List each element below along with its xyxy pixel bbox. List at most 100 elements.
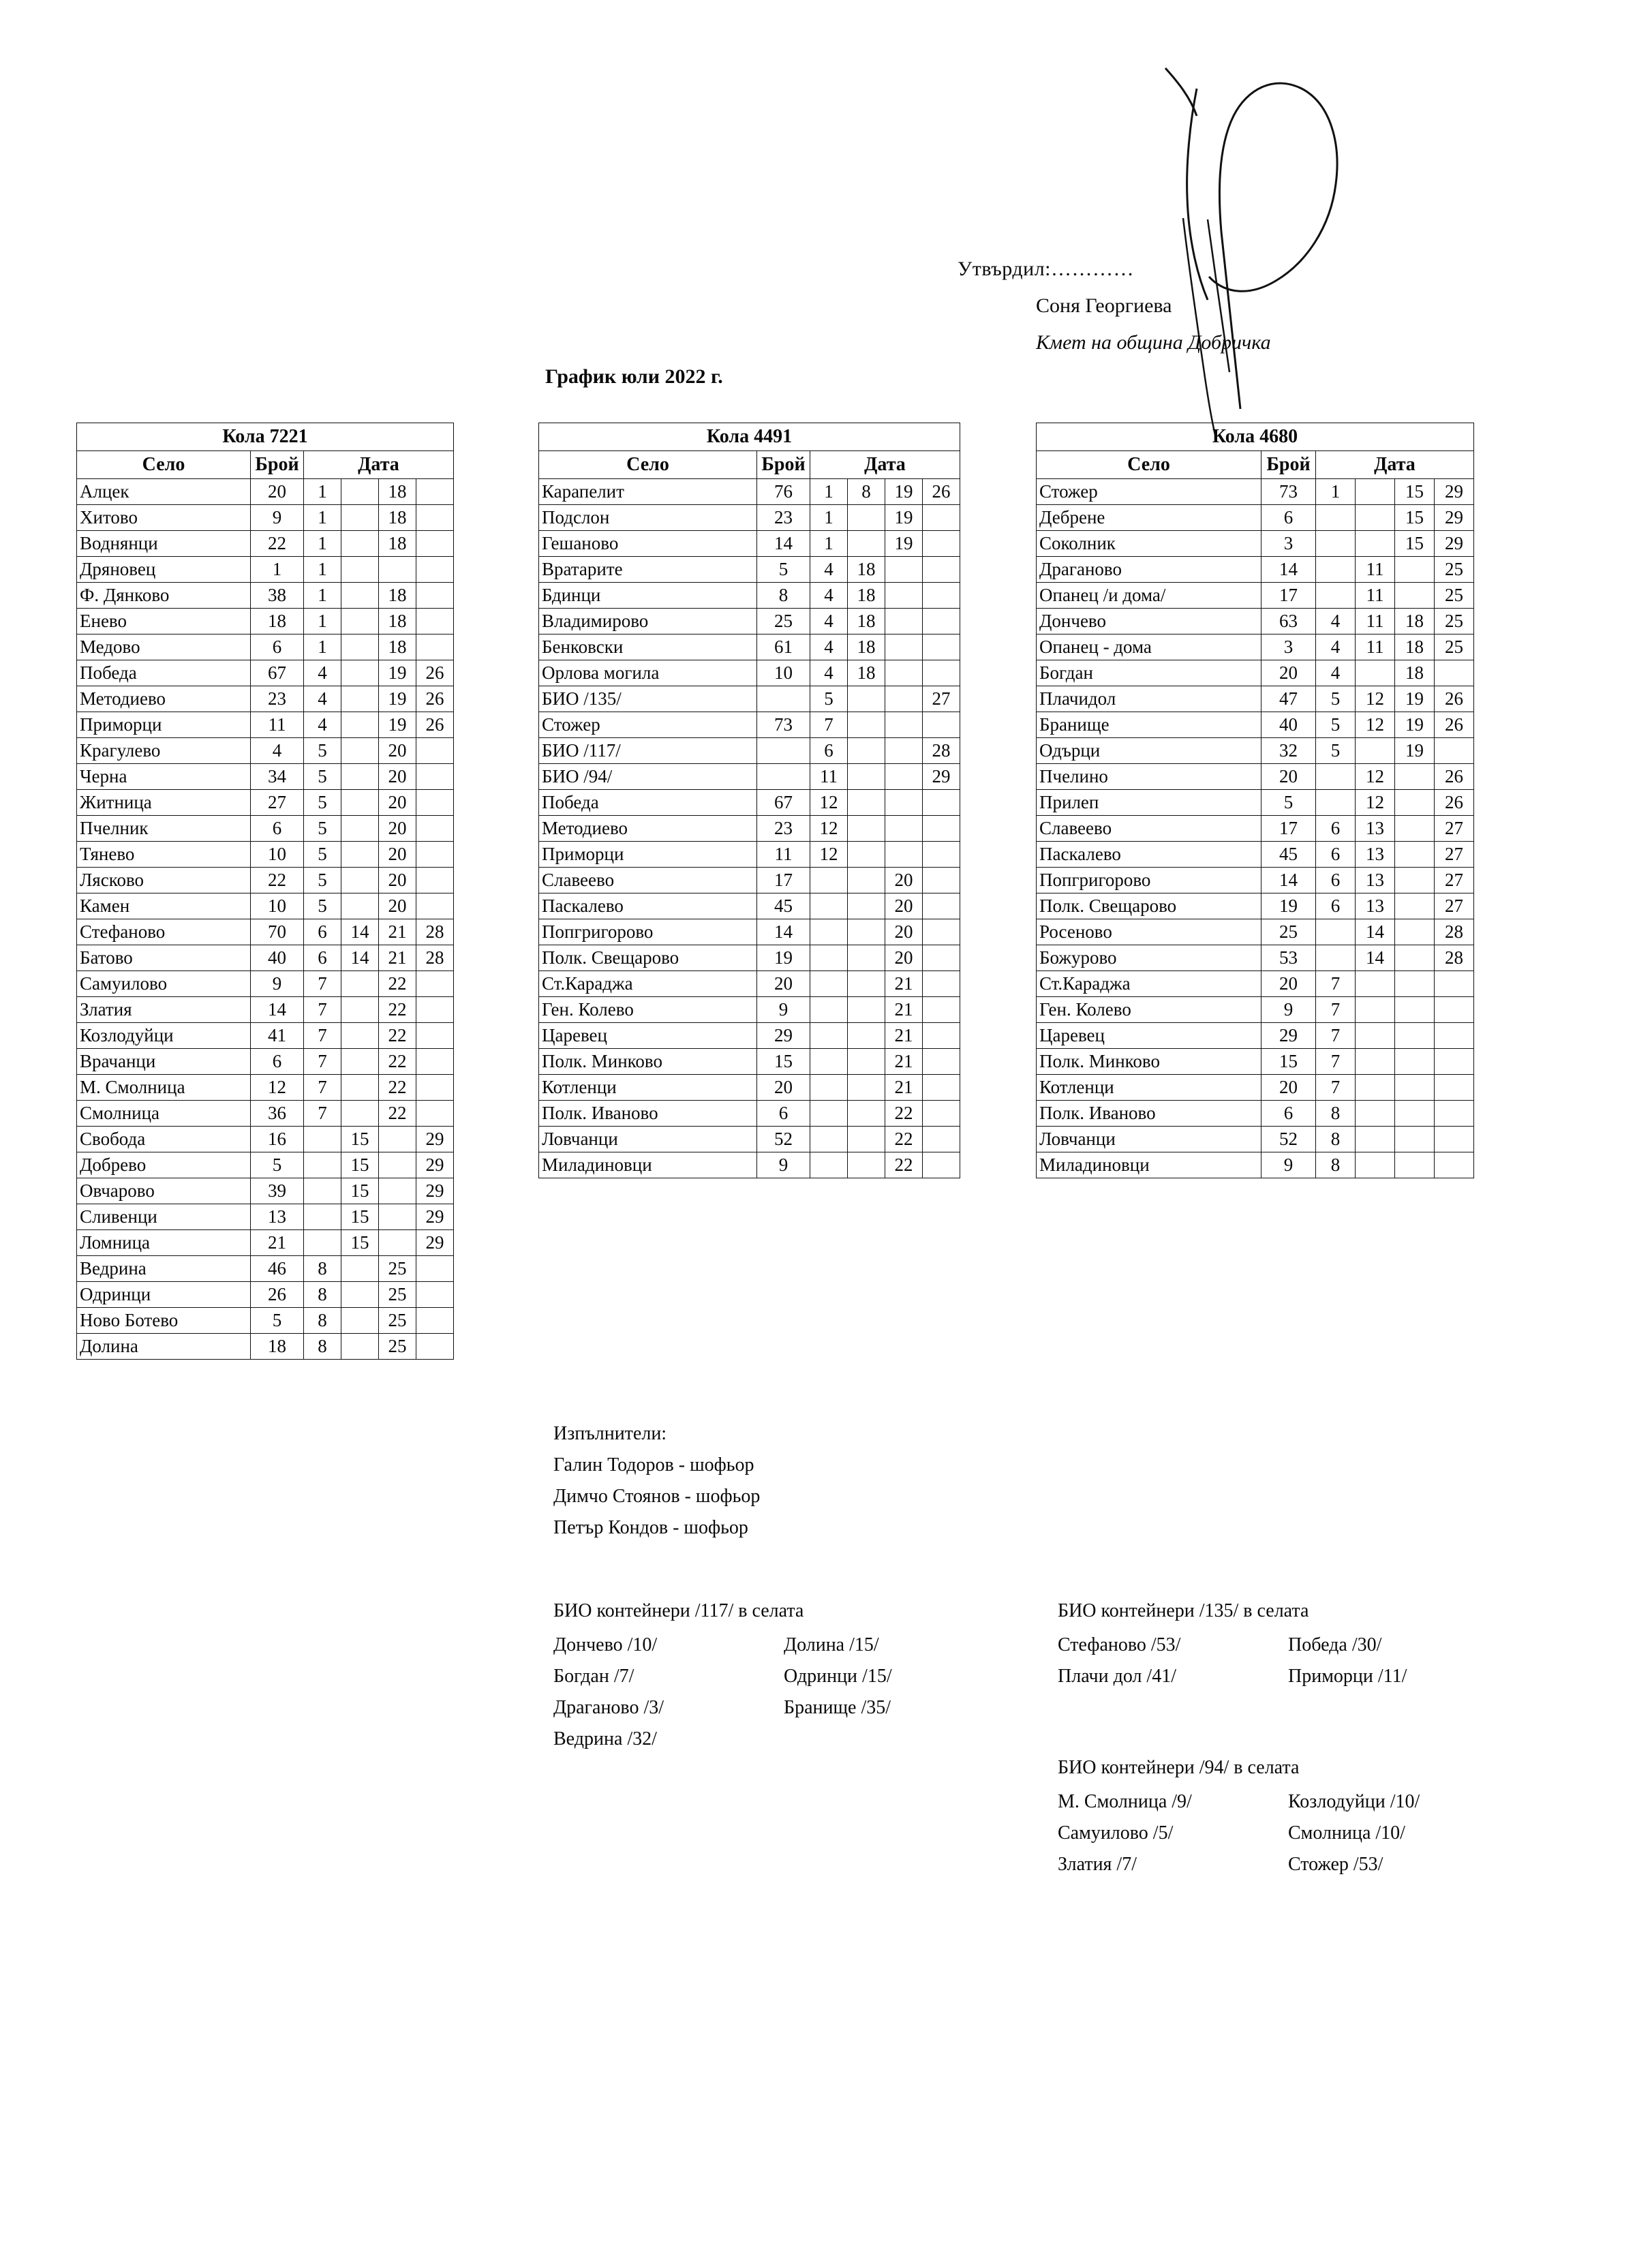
cell-date — [303, 1229, 341, 1256]
cell-village: БИО /135/ — [538, 686, 757, 712]
header-date: Дата — [1315, 450, 1474, 479]
cell-date: 4 — [1315, 660, 1356, 686]
cell-date — [341, 789, 379, 816]
cell-date: 6 — [303, 945, 341, 971]
table-row: Стожер 73 1 15 29 — [1036, 478, 1474, 505]
bio-item: Бранище /35/ — [784, 1697, 891, 1718]
table-row: Хитово 9 1 18 — [76, 504, 454, 531]
cell-village: Попгригорово — [538, 919, 757, 945]
cell-date: 22 — [378, 970, 416, 997]
table-row: Опанец - дома 3 4 11 18 25 — [1036, 634, 1474, 660]
table-row: БИО /135/5 27 — [538, 686, 960, 712]
cell-date: 21 — [885, 970, 923, 997]
car-title: Кола 4680 — [1036, 423, 1474, 451]
schedule-table-4680: Кола 4680 Село Брой Дата Стожер 73 1 15 29 Дебрен… — [1036, 423, 1474, 1178]
cell-date — [341, 1074, 379, 1101]
cell-date: 21 — [885, 1048, 923, 1075]
cell-village: Енево — [76, 608, 251, 635]
cell-date — [378, 1229, 416, 1256]
table-row: Дончево 63 4 11 18 25 — [1036, 608, 1474, 635]
table-row: Козлодуйци 41 7 22 — [76, 1022, 454, 1049]
cell-date — [885, 815, 923, 842]
cell-count: 27 — [250, 789, 304, 816]
bio-item: Козлодуйци /10/ — [1288, 1791, 1420, 1812]
header-village: Село — [1036, 450, 1261, 479]
cell-date: 28 — [416, 945, 454, 971]
cell-village: Полк. Иваново — [538, 1100, 757, 1127]
cell-date: 7 — [1315, 970, 1356, 997]
table-header-row: Село Брой Дата — [76, 450, 454, 479]
cell-date — [416, 530, 454, 557]
cell-count: 11 — [250, 712, 304, 738]
cell-date — [922, 504, 960, 531]
cell-date: 7 — [303, 970, 341, 997]
cell-village: Ст.Караджа — [538, 970, 757, 997]
cell-date: 8 — [847, 478, 885, 505]
cell-date — [847, 841, 885, 868]
cell-date: 20 — [885, 893, 923, 919]
cell-count: 5 — [756, 556, 810, 583]
cell-date: 12 — [810, 789, 848, 816]
cell-count — [756, 763, 810, 790]
cell-date: 7 — [810, 712, 848, 738]
cell-date — [341, 763, 379, 790]
cell-date: 29 — [416, 1178, 454, 1204]
cell-village: Самуилово — [76, 970, 251, 997]
cell-date — [1434, 1022, 1474, 1049]
cell-date — [416, 1281, 454, 1308]
cell-village: Победа — [76, 660, 251, 686]
table-row: Полк. Иваново 6 8 — [1036, 1100, 1474, 1127]
cell-date — [416, 556, 454, 583]
table-row: Ломница 21 15 29 — [76, 1229, 454, 1256]
bio-item: Победа /30/ — [1288, 1634, 1382, 1655]
cell-date: 21 — [378, 919, 416, 945]
cell-date: 29 — [416, 1229, 454, 1256]
cell-date — [847, 1152, 885, 1178]
cell-village: Хитово — [76, 504, 251, 531]
table-row: Славеево 17 6 13 27 — [1036, 815, 1474, 842]
table-row: Ст.Караджа 20 7 — [1036, 970, 1474, 997]
cell-date — [1355, 530, 1395, 557]
cell-date — [416, 789, 454, 816]
cell-date: 25 — [378, 1255, 416, 1282]
cell-date — [885, 608, 923, 635]
cell-date: 1 — [303, 504, 341, 531]
cell-date: 21 — [378, 945, 416, 971]
cell-date: 26 — [1434, 789, 1474, 816]
cell-date — [341, 1048, 379, 1075]
cell-count: 6 — [250, 1048, 304, 1075]
table-row: Ст.Караджа 20 21 — [538, 970, 960, 997]
cell-village: Ловчанци — [1036, 1126, 1261, 1152]
cell-date: 27 — [1434, 841, 1474, 868]
table-row: Ф. Дянково 38 1 18 — [76, 582, 454, 609]
cell-date: 20 — [378, 789, 416, 816]
cell-village: Дряновец — [76, 556, 251, 583]
cell-date: 15 — [341, 1152, 379, 1178]
cell-date — [1355, 996, 1395, 1023]
cell-date: 11 — [810, 763, 848, 790]
cell-count: 10 — [250, 841, 304, 868]
cell-date — [1434, 660, 1474, 686]
table-row: Полк. Свещарово 19 6 13 27 — [1036, 893, 1474, 919]
cell-date — [1434, 970, 1474, 997]
table-row: Полк. Свещарово 19 20 — [538, 945, 960, 971]
table-row: Ген. Колево 9 21 — [538, 996, 960, 1023]
cell-date: 20 — [885, 867, 923, 893]
cell-date — [810, 1074, 848, 1101]
cell-date: 18 — [378, 634, 416, 660]
cell-village: Славеево — [1036, 815, 1261, 842]
cell-date: 8 — [303, 1281, 341, 1308]
cell-count: 73 — [756, 712, 810, 738]
cell-date — [847, 504, 885, 531]
cell-date — [922, 1100, 960, 1127]
cell-date: 20 — [378, 815, 416, 842]
cell-count: 20 — [250, 478, 304, 505]
cell-date: 25 — [1434, 582, 1474, 609]
cell-count: 13 — [250, 1204, 304, 1230]
cell-village: Дончево — [1036, 608, 1261, 635]
cell-date: 7 — [303, 1100, 341, 1127]
cell-date — [416, 970, 454, 997]
table-row: Ново Ботево 5 8 25 — [76, 1307, 454, 1334]
cell-count: 1 — [250, 556, 304, 583]
cell-date: 18 — [847, 660, 885, 686]
